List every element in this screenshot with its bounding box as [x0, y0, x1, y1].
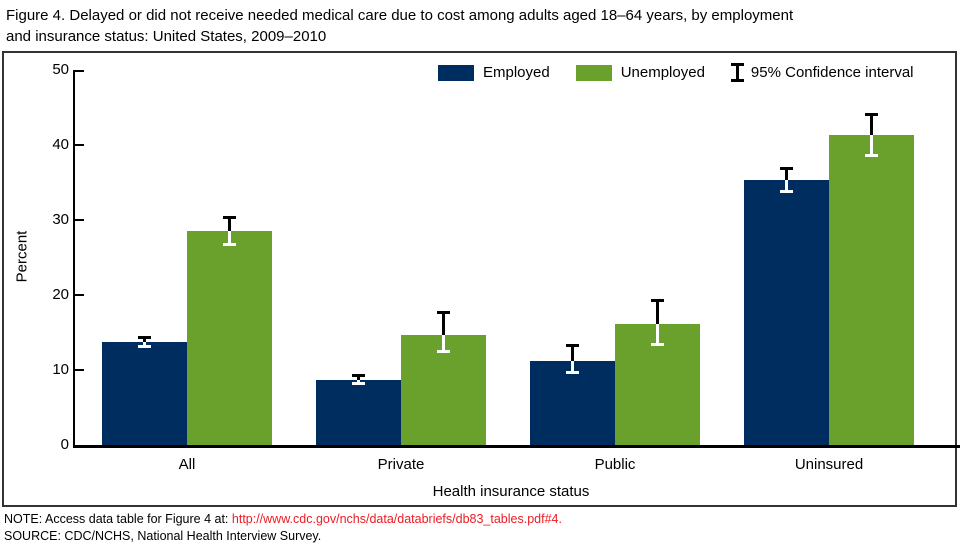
- y-axis-tick: [75, 144, 84, 146]
- figure-title-line1: Figure 4. Delayed or did not receive nee…: [6, 7, 794, 24]
- ci-cap-top: [437, 310, 450, 314]
- bar-employed-private: [316, 379, 401, 445]
- category-label-public: Public: [594, 456, 636, 473]
- y-tick-label: 50: [52, 61, 69, 78]
- ci-cap-top: [865, 112, 878, 116]
- y-axis-tick: [75, 369, 84, 371]
- ci-stem-upper: [442, 311, 445, 335]
- ci-stem-lower: [571, 361, 574, 373]
- chart-area: Employed Unemployed 95% Confidence inter…: [2, 51, 960, 507]
- ci-cap-top: [651, 299, 664, 303]
- y-tick-label: 20: [52, 286, 69, 303]
- ci-stem-upper: [571, 345, 574, 361]
- unemployed-swatch-icon: [575, 64, 612, 81]
- bar-unemployed-private: [401, 334, 486, 445]
- ci-cap-bottom: [780, 190, 793, 194]
- chart-legend: Employed Unemployed 95% Confidence inter…: [438, 63, 914, 82]
- ci-cap-bottom: [138, 344, 151, 348]
- ci-stem-lower: [785, 180, 788, 193]
- legend-item-ci: 95% Confidence interval: [730, 63, 914, 82]
- legend-employed-label: Employed: [483, 64, 550, 81]
- legend-unemployed-label: Unemployed: [620, 64, 705, 81]
- bar-employed-public: [530, 361, 615, 445]
- category-label-all: All: [178, 456, 196, 473]
- y-axis-tick: [75, 219, 84, 221]
- ci-cap-top: [566, 344, 579, 348]
- legend-item-unemployed: Unemployed: [575, 64, 705, 81]
- ci-stem-upper: [870, 113, 873, 136]
- bar-unemployed-all: [187, 231, 272, 445]
- legend-ci-label: 95% Confidence interval: [750, 64, 914, 81]
- y-axis-title: Percent: [13, 230, 31, 282]
- ci-stem-upper: [656, 300, 659, 325]
- y-tick-label: 40: [52, 136, 69, 153]
- y-axis-line: [73, 70, 75, 448]
- ci-stem-upper: [785, 168, 788, 181]
- bar-employed-all: [102, 342, 187, 445]
- ci-cap-bottom: [651, 342, 664, 346]
- employed-swatch-icon: [438, 64, 474, 81]
- note-prefix: NOTE: Access data table for Figure 4 at:: [4, 512, 232, 526]
- y-axis-tick: [75, 294, 84, 296]
- ci-cap-bottom: [865, 154, 878, 158]
- ci-stem-upper: [357, 375, 360, 380]
- ci-stem-lower: [656, 324, 659, 345]
- figure-title: Figure 4. Delayed or did not receive nee…: [6, 5, 954, 47]
- y-tick-label: 30: [52, 211, 69, 228]
- ci-stem-lower: [870, 135, 873, 157]
- legend-item-employed: Employed: [438, 64, 550, 81]
- figure-title-line2: and insurance status: United States, 200…: [6, 28, 327, 45]
- bar-unemployed-uninsured: [829, 135, 914, 445]
- y-tick-label: 0: [60, 436, 69, 453]
- note-line: NOTE: Access data table for Figure 4 at:…: [4, 511, 562, 528]
- ci-stem-lower: [228, 231, 231, 245]
- ci-stem-upper: [228, 217, 231, 232]
- y-axis-tick: [75, 70, 84, 72]
- ci-stem-lower: [442, 334, 445, 352]
- ci-cap-top: [352, 374, 365, 378]
- confidence-interval-icon: [730, 63, 744, 82]
- category-label-private: Private: [377, 456, 425, 473]
- ci-cap-bottom: [223, 242, 236, 246]
- ci-cap-bottom: [566, 371, 579, 374]
- footnotes: NOTE: Access data table for Figure 4 at:…: [4, 511, 562, 545]
- ci-cap-top: [138, 336, 151, 339]
- ci-cap-bottom: [437, 350, 450, 353]
- ci-stem-upper: [143, 337, 146, 343]
- y-tick-label: 10: [52, 361, 69, 378]
- ci-cap-top: [780, 167, 793, 171]
- source-line: SOURCE: CDC/NCHS, National Health Interv…: [4, 529, 322, 543]
- ci-cap-top: [223, 216, 236, 219]
- ci-cap-bottom: [352, 381, 365, 385]
- ci-stem-lower: [143, 342, 146, 347]
- x-axis-line: [73, 445, 960, 448]
- x-axis-title: Health insurance status: [432, 483, 590, 500]
- data-table-link[interactable]: http://www.cdc.gov/nchs/data/databriefs/…: [231, 512, 562, 526]
- bar-employed-uninsured: [744, 180, 829, 445]
- category-label-uninsured: Uninsured: [794, 456, 864, 473]
